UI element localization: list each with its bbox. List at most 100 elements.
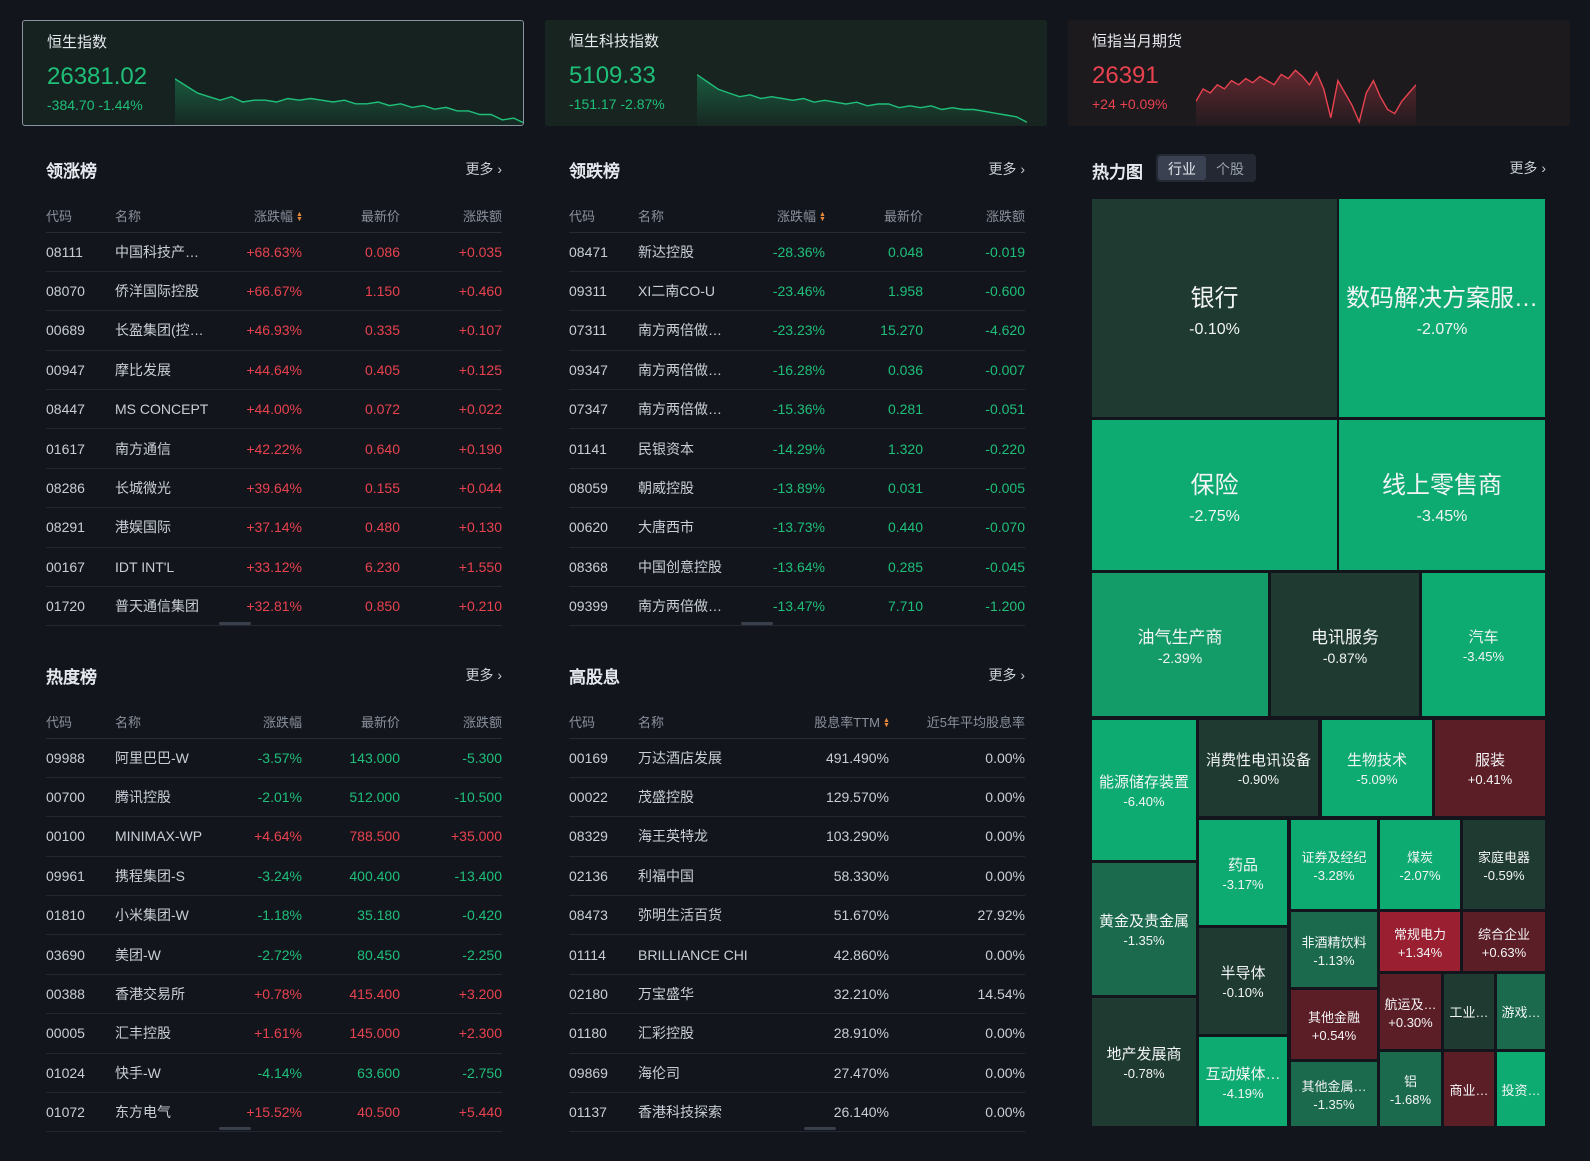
scrollbar[interactable] <box>804 1127 836 1130</box>
table-row[interactable]: 00005 汇丰控股 +1.61% 145.000 +2.300 <box>46 1013 502 1054</box>
table-row[interactable]: 08111 中国科技产… +68.63% 0.086 +0.035 <box>46 232 502 272</box>
table-row[interactable]: 09311 XI二南CO-U -23.46% 1.958 -0.600 <box>569 271 1025 312</box>
table-row[interactable]: 08329 海王英特龙 103.290% 0.00% <box>569 816 1025 857</box>
heatmap-tile[interactable]: 银行 -0.10% <box>1092 199 1337 417</box>
heatmap-tile[interactable]: 保险 -2.75% <box>1092 420 1337 570</box>
index-card-hsi[interactable]: 恒生指数 26381.02 -384.70 -1.44% <box>22 20 524 126</box>
table-row[interactable]: 01024 快手-W -4.14% 63.600 -2.750 <box>46 1053 502 1094</box>
table-row[interactable]: 01810 小米集团-W -1.18% 35.180 -0.420 <box>46 895 502 936</box>
heatmap-tile[interactable]: 其他金属… -1.35% <box>1291 1062 1377 1126</box>
table-cell: +66.67% <box>235 271 302 312</box>
heatmap-tile[interactable]: 工业… <box>1444 974 1494 1049</box>
heatmap-tile[interactable]: 半导体 -0.10% <box>1199 928 1287 1034</box>
more-link[interactable]: 更多 › <box>465 161 502 177</box>
table-row[interactable]: 01114 BRILLIANCE CHI 42.860% 0.00% <box>569 934 1025 975</box>
table-row[interactable]: 09988 阿里巴巴-W -3.57% 143.000 -5.300 <box>46 738 502 778</box>
table-cell: -5.300 <box>400 738 502 778</box>
heatmap-tile[interactable]: 投资… <box>1497 1052 1545 1126</box>
table-row[interactable]: 07311 南方两倍做… -23.23% 15.270 -4.620 <box>569 310 1025 351</box>
column-header[interactable]: 涨跌幅 ▲ ▼ <box>758 193 826 233</box>
heatmap-tile[interactable]: 数码解决方案服… -2.07% <box>1339 199 1545 417</box>
heatmap-tile[interactable]: 互动媒体… -4.19% <box>1199 1037 1287 1126</box>
table-row[interactable]: 08059 朝威控股 -13.89% 0.031 -0.005 <box>569 468 1025 509</box>
hot-panel: 热度榜 更多 › 代码 名称 涨跌幅 最新价 涨跌额 09988 阿里巴巴-W -3.57% 1… <box>46 663 502 1133</box>
more-link[interactable]: 更多 › <box>1509 160 1546 176</box>
table-row[interactable]: 01137 香港科技探索 26.140% 0.00% <box>569 1092 1025 1133</box>
heatmap-tile[interactable]: 电讯服务 -0.87% <box>1271 573 1419 716</box>
heatmap-tile[interactable]: 其他金融 +0.54% <box>1291 990 1377 1059</box>
table-row[interactable]: 08473 弥明生活百货 51.670% 27.92% <box>569 895 1025 936</box>
table-row[interactable]: 09869 海伦司 27.470% 0.00% <box>569 1053 1025 1094</box>
more-link[interactable]: 更多 › <box>988 161 1025 177</box>
table-row[interactable]: 01720 普天通信集团 +32.81% 0.850 +0.210 <box>46 586 502 627</box>
column-header[interactable]: 股息率TTM ▲ ▼ <box>758 699 890 739</box>
table-row[interactable]: 00388 香港交易所 +0.78% 415.400 +3.200 <box>46 974 502 1015</box>
heatmap-tile[interactable]: 非酒精饮料 -1.13% <box>1291 912 1377 987</box>
heatmap-tile[interactable]: 商业… <box>1444 1052 1494 1126</box>
table-row[interactable]: 00022 茂盛控股 129.570% 0.00% <box>569 777 1025 818</box>
table-row[interactable]: 00689 长盈集团(控… +46.93% 0.335 +0.107 <box>46 310 502 351</box>
heatmap-tile[interactable]: 消费性电讯设备 -0.90% <box>1199 720 1318 816</box>
table-row[interactable]: 01180 汇彩控股 28.910% 0.00% <box>569 1013 1025 1054</box>
heatmap-tile[interactable]: 黄金及贵金属 -1.35% <box>1092 863 1196 995</box>
column-header[interactable]: 涨跌幅 ▲ ▼ <box>235 193 303 233</box>
heatmap-tile[interactable]: 证券及经纪 -3.28% <box>1291 820 1377 909</box>
table-row[interactable]: 02180 万宝盛华 32.210% 14.54% <box>569 974 1025 1015</box>
table-row[interactable]: 00947 摩比发展 +44.64% 0.405 +0.125 <box>46 350 502 391</box>
heatmap-tile[interactable]: 煤炭 -2.07% <box>1380 820 1460 909</box>
heatmap-tile[interactable]: 线上零售商 -3.45% <box>1339 420 1545 570</box>
index-card-futures[interactable]: 恒指当月期货 26391 +24 +0.09% <box>1068 20 1570 126</box>
heatmap-tile[interactable]: 铝 -1.68% <box>1380 1052 1441 1126</box>
table-row[interactable]: 02136 利福中国 58.330% 0.00% <box>569 856 1025 897</box>
table-row[interactable]: 09399 南方两倍做… -13.47% 7.710 -1.200 <box>569 586 1025 627</box>
table-cell: 00169 <box>569 738 638 778</box>
scrollbar[interactable] <box>219 622 251 625</box>
table-row[interactable]: 00700 腾讯控股 -2.01% 512.000 -10.500 <box>46 777 502 818</box>
table-row[interactable]: 08447 MS CONCEPT +44.00% 0.072 +0.022 <box>46 389 502 430</box>
more-link[interactable]: 更多 › <box>988 667 1025 683</box>
heatmap-tile[interactable]: 汽车 -3.45% <box>1422 573 1545 716</box>
table-cell: -2.750 <box>400 1053 502 1094</box>
table-cell: 海王英特龙 <box>638 816 758 857</box>
heatmap-tile[interactable]: 能源储存装置 -6.40% <box>1092 720 1196 860</box>
table-row[interactable]: 00169 万达酒店发展 491.490% 0.00% <box>569 738 1025 778</box>
sort-icon[interactable]: ▲ ▼ <box>883 717 890 730</box>
table-row[interactable]: 09347 南方两倍做… -16.28% 0.036 -0.007 <box>569 350 1025 391</box>
more-link[interactable]: 更多 › <box>465 667 502 683</box>
heatmap-tile[interactable]: 常规电力 +1.34% <box>1380 912 1460 971</box>
heatmap-tile[interactable]: 药品 -3.17% <box>1199 820 1287 925</box>
table-row[interactable]: 03690 美团-W -2.72% 80.450 -2.250 <box>46 934 502 975</box>
index-card-hstech[interactable]: 恒生科技指数 5109.33 -151.17 -2.87% <box>545 20 1047 126</box>
heatmap-tile[interactable]: 家庭电器 -0.59% <box>1463 820 1545 909</box>
tab-industry[interactable]: 行业 <box>1158 156 1206 180</box>
table-row[interactable]: 07347 南方两倍做… -15.36% 0.281 -0.051 <box>569 389 1025 430</box>
scrollbar[interactable] <box>741 622 773 625</box>
heatmap-tile[interactable]: 地产发展商 -0.78% <box>1092 998 1196 1126</box>
heatmap-tile[interactable]: 航运及… +0.30% <box>1380 974 1441 1049</box>
table-cell: -13.64% <box>758 547 825 588</box>
table-cell: 51.670% <box>758 895 889 936</box>
table-row[interactable]: 08368 中国创意控股 -13.64% 0.285 -0.045 <box>569 547 1025 588</box>
table-row[interactable]: 01141 民银资本 -14.29% 1.320 -0.220 <box>569 428 1025 469</box>
table-row[interactable]: 08070 侨洋国际控股 +66.67% 1.150 +0.460 <box>46 271 502 312</box>
index-sparkline <box>175 78 523 125</box>
table-row[interactable]: 01617 南方通信 +42.22% 0.640 +0.190 <box>46 428 502 469</box>
table-row[interactable]: 00167 IDT INT'L +33.12% 6.230 +1.550 <box>46 547 502 588</box>
table-row[interactable]: 00100 MINIMAX-WP +4.64% 788.500 +35.000 <box>46 816 502 857</box>
heatmap-tile-name: 半导体 <box>1220 965 1266 982</box>
scrollbar[interactable] <box>219 1127 251 1130</box>
table-row[interactable]: 01072 东方电气 +15.52% 40.500 +5.440 <box>46 1092 502 1133</box>
table-row[interactable]: 08286 长城微光 +39.64% 0.155 +0.044 <box>46 468 502 509</box>
sort-icon[interactable]: ▲ ▼ <box>819 211 826 224</box>
heatmap-tile[interactable]: 游戏… <box>1497 974 1545 1049</box>
tab-stock[interactable]: 个股 <box>1216 161 1244 177</box>
heatmap-tile[interactable]: 生物技术 -5.09% <box>1322 720 1432 816</box>
heatmap-tile[interactable]: 油气生产商 -2.39% <box>1092 573 1268 716</box>
table-row[interactable]: 08471 新达控股 -28.36% 0.048 -0.019 <box>569 232 1025 272</box>
sort-icon[interactable]: ▲ ▼ <box>296 211 303 224</box>
heatmap-tile[interactable]: 服装 +0.41% <box>1435 720 1545 816</box>
table-row[interactable]: 08291 港娱国际 +37.14% 0.480 +0.130 <box>46 507 502 548</box>
heatmap-tile[interactable]: 综合企业 +0.63% <box>1463 912 1545 971</box>
table-row[interactable]: 09961 携程集团-S -3.24% 400.400 -13.400 <box>46 856 502 897</box>
table-row[interactable]: 00620 大唐西市 -13.73% 0.440 -0.070 <box>569 507 1025 548</box>
